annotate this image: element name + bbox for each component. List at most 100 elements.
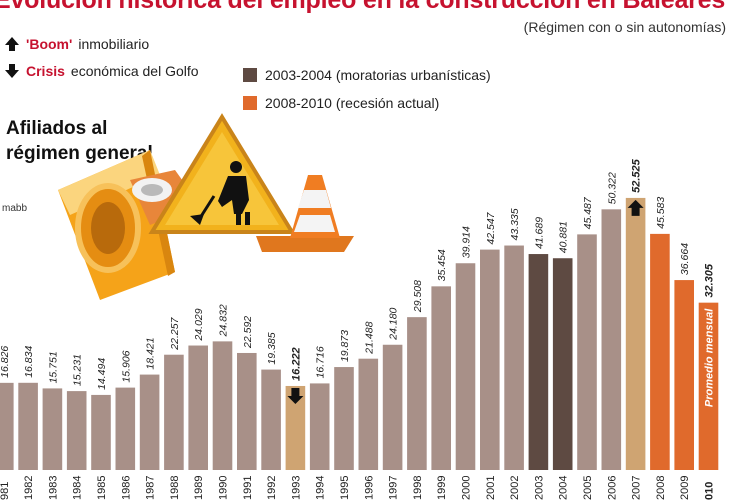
tick-label-1990: 1990 (218, 476, 230, 500)
tick-label-1995: 1995 (339, 476, 351, 500)
tick-label-1994: 1994 (315, 476, 327, 500)
bar-1996 (358, 358, 379, 470)
tick-label-1984: 1984 (72, 476, 84, 500)
bar-2007 (625, 197, 646, 470)
recession-swatch (243, 96, 257, 110)
series-label-line1: Afiliados al (6, 118, 108, 139)
bar-2010 (698, 302, 719, 470)
value-label-1993: 16.222 (290, 347, 302, 381)
value-label-1981: 16.826 (0, 346, 11, 378)
bar-1997 (382, 344, 403, 470)
tick-label-2005: 2005 (582, 476, 594, 500)
tick-label-2001: 2001 (485, 476, 497, 500)
series-label: Afiliados al régimen general (6, 116, 153, 166)
down-arrow-icon (287, 387, 304, 404)
value-label-1989: 24.029 (193, 308, 205, 341)
bar-1992 (261, 369, 281, 470)
tick-label-1998: 1998 (412, 476, 424, 500)
value-label-1994: 16.716 (315, 346, 327, 378)
value-label-1985: 14.494 (96, 358, 108, 390)
bar-2004 (552, 258, 573, 470)
work-sign-icon (148, 113, 296, 234)
bar-2003 (528, 254, 549, 470)
value-label-1997: 24.180 (388, 307, 400, 340)
tick-label-1997: 1997 (388, 476, 400, 500)
annotation-promedio: Promedio mensual (704, 308, 716, 407)
series-label-line2: régimen general (6, 143, 153, 164)
bar-1986 (115, 387, 136, 470)
tick-label-1988: 1988 (169, 476, 181, 500)
value-label-2009: 36.664 (679, 243, 691, 275)
bar-1987 (139, 374, 160, 470)
chart-title: Evolución histórica del empleo en la con… (0, 0, 726, 14)
value-label-2007: 52.525 (631, 158, 643, 193)
legend-boom-word: 'Boom' (26, 36, 73, 52)
legend-crisis-word: Crisis (26, 63, 65, 79)
bar-1983 (42, 388, 63, 470)
tick-label-2000: 2000 (461, 476, 473, 500)
tick-label-2008: 2008 (655, 476, 667, 500)
bar-2008 (650, 233, 670, 470)
legend-period-recession: 2008-2010 (recesión actual) (243, 95, 439, 111)
legend-boom: 'Boom' inmobiliario (4, 36, 149, 52)
bar-1988 (164, 354, 184, 470)
up-arrow-icon (627, 199, 644, 216)
moratoria-swatch (243, 68, 257, 82)
legend-period-moratoria: 2003-2004 (moratorias urbanísticas) (243, 67, 491, 83)
bar-1995 (334, 367, 354, 470)
bar-1993 (285, 385, 306, 470)
value-label-1998: 29.508 (412, 280, 424, 313)
tick-label-1991: 1991 (242, 476, 254, 500)
bar-2000 (455, 263, 476, 470)
standing-cone-icon (256, 175, 354, 252)
tick-label-2007: 2007 (631, 476, 643, 500)
legend-period2-label: 2008-2010 (recesión actual) (265, 95, 440, 111)
value-label-1988: 22.257 (169, 316, 181, 350)
bar-1999 (431, 286, 451, 470)
bar-2009 (674, 280, 694, 470)
bar-2006 (601, 209, 622, 471)
value-label-2003: 41.689 (533, 217, 545, 249)
bar-2002 (504, 245, 524, 470)
value-label-2010: 32.305 (704, 263, 716, 298)
value-label-2008: 45.583 (655, 197, 667, 229)
bar-2001 (480, 249, 500, 470)
bar-1990 (212, 341, 233, 470)
tick-label-1999: 1999 (436, 476, 448, 500)
bar-1989 (188, 345, 208, 470)
tick-label-1986: 1986 (120, 476, 132, 500)
tick-label-1982: 1982 (23, 476, 35, 500)
tick-label-1996: 1996 (363, 476, 375, 500)
bar-1984 (66, 391, 87, 470)
tick-label-1992: 1992 (266, 476, 278, 500)
tick-label-1983: 1983 (47, 476, 59, 500)
chart-subtitle: (Régimen con o sin autonomías) (523, 19, 726, 35)
value-label-2004: 40.881 (558, 221, 570, 253)
tick-label-1987: 1987 (145, 476, 157, 500)
value-label-1991: 22.592 (242, 316, 254, 349)
tick-label-2004: 2004 (558, 476, 570, 500)
tick-label-2003: 2003 (533, 476, 545, 500)
legend-crisis-rest: económica del Golfo (70, 63, 199, 79)
value-label-2006: 50.322 (606, 172, 618, 204)
value-label-1999: 35.454 (436, 249, 448, 281)
value-label-1992: 19.385 (266, 332, 278, 364)
value-label-2001: 42.547 (485, 211, 497, 244)
tick-label-2010: 010 (704, 482, 716, 500)
value-label-1984: 15.231 (72, 354, 84, 386)
value-label-1996: 21.488 (363, 321, 375, 354)
tick-label-1985: 1985 (96, 476, 108, 500)
value-label-1982: 16.834 (23, 346, 35, 378)
value-label-1995: 19.873 (339, 330, 351, 362)
tick-label-1993: 1993 (290, 476, 302, 500)
value-label-1990: 24.832 (218, 304, 230, 337)
tick-label-1989: 1989 (193, 476, 205, 500)
tick-label-1981: 981 (0, 482, 11, 500)
bar-1994 (309, 383, 330, 470)
bar-2005 (577, 234, 597, 470)
bar-1998 (407, 317, 427, 470)
bar-1991 (237, 352, 257, 470)
bar-1982 (18, 382, 38, 470)
